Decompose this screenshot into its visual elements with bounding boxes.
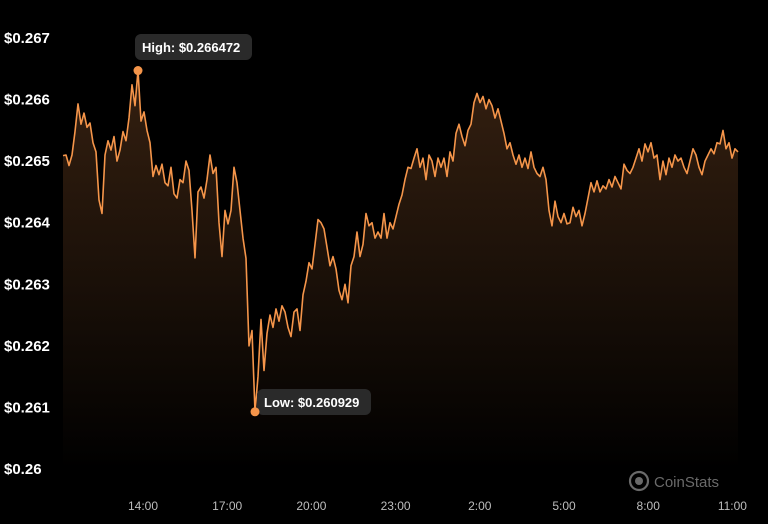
low-callout: Low: $0.260929 [257, 389, 371, 415]
low-marker[interactable] [250, 407, 260, 417]
x-tick-label: 14:00 [128, 499, 158, 513]
x-axis: 14:00 17:00 20:00 23:00 2:00 5:00 8:00 11:00 [128, 499, 747, 513]
watermark-text: CoinStats [654, 474, 719, 491]
price-area [63, 70, 738, 469]
high-label: High: $0.266472 [142, 40, 240, 55]
price-line [62, 69, 739, 413]
y-tick-label: $0.261 [4, 399, 50, 416]
high-callout-box [135, 34, 252, 60]
high-callout: High: $0.266472 [135, 34, 252, 60]
x-tick-label: 5:00 [552, 499, 576, 513]
x-tick-label: 2:00 [468, 499, 492, 513]
x-tick-label: 17:00 [212, 499, 242, 513]
y-tick-label: $0.262 [4, 338, 50, 355]
y-tick-label: $0.263 [4, 276, 50, 293]
low-label: Low: $0.260929 [264, 395, 359, 410]
y-tick-label: $0.267 [4, 30, 50, 47]
x-tick-label: 8:00 [637, 499, 661, 513]
x-tick-label: 20:00 [296, 499, 326, 513]
y-tick-label: $0.264 [4, 215, 51, 232]
x-tick-label: 11:00 [718, 499, 747, 513]
coinstats-watermark: CoinStats [628, 470, 719, 492]
y-axis: $0.26 $0.261 $0.262 $0.263 $0.264 $0.265 $0.26… [4, 30, 51, 478]
high-marker[interactable] [133, 66, 143, 76]
y-tick-label: $0.26 [4, 461, 42, 478]
x-tick-label: 23:00 [381, 499, 411, 513]
coinstats-logo-icon [628, 470, 650, 492]
low-callout-box [257, 389, 371, 415]
y-tick-label: $0.265 [4, 153, 50, 170]
y-tick-label: $0.266 [4, 92, 50, 109]
